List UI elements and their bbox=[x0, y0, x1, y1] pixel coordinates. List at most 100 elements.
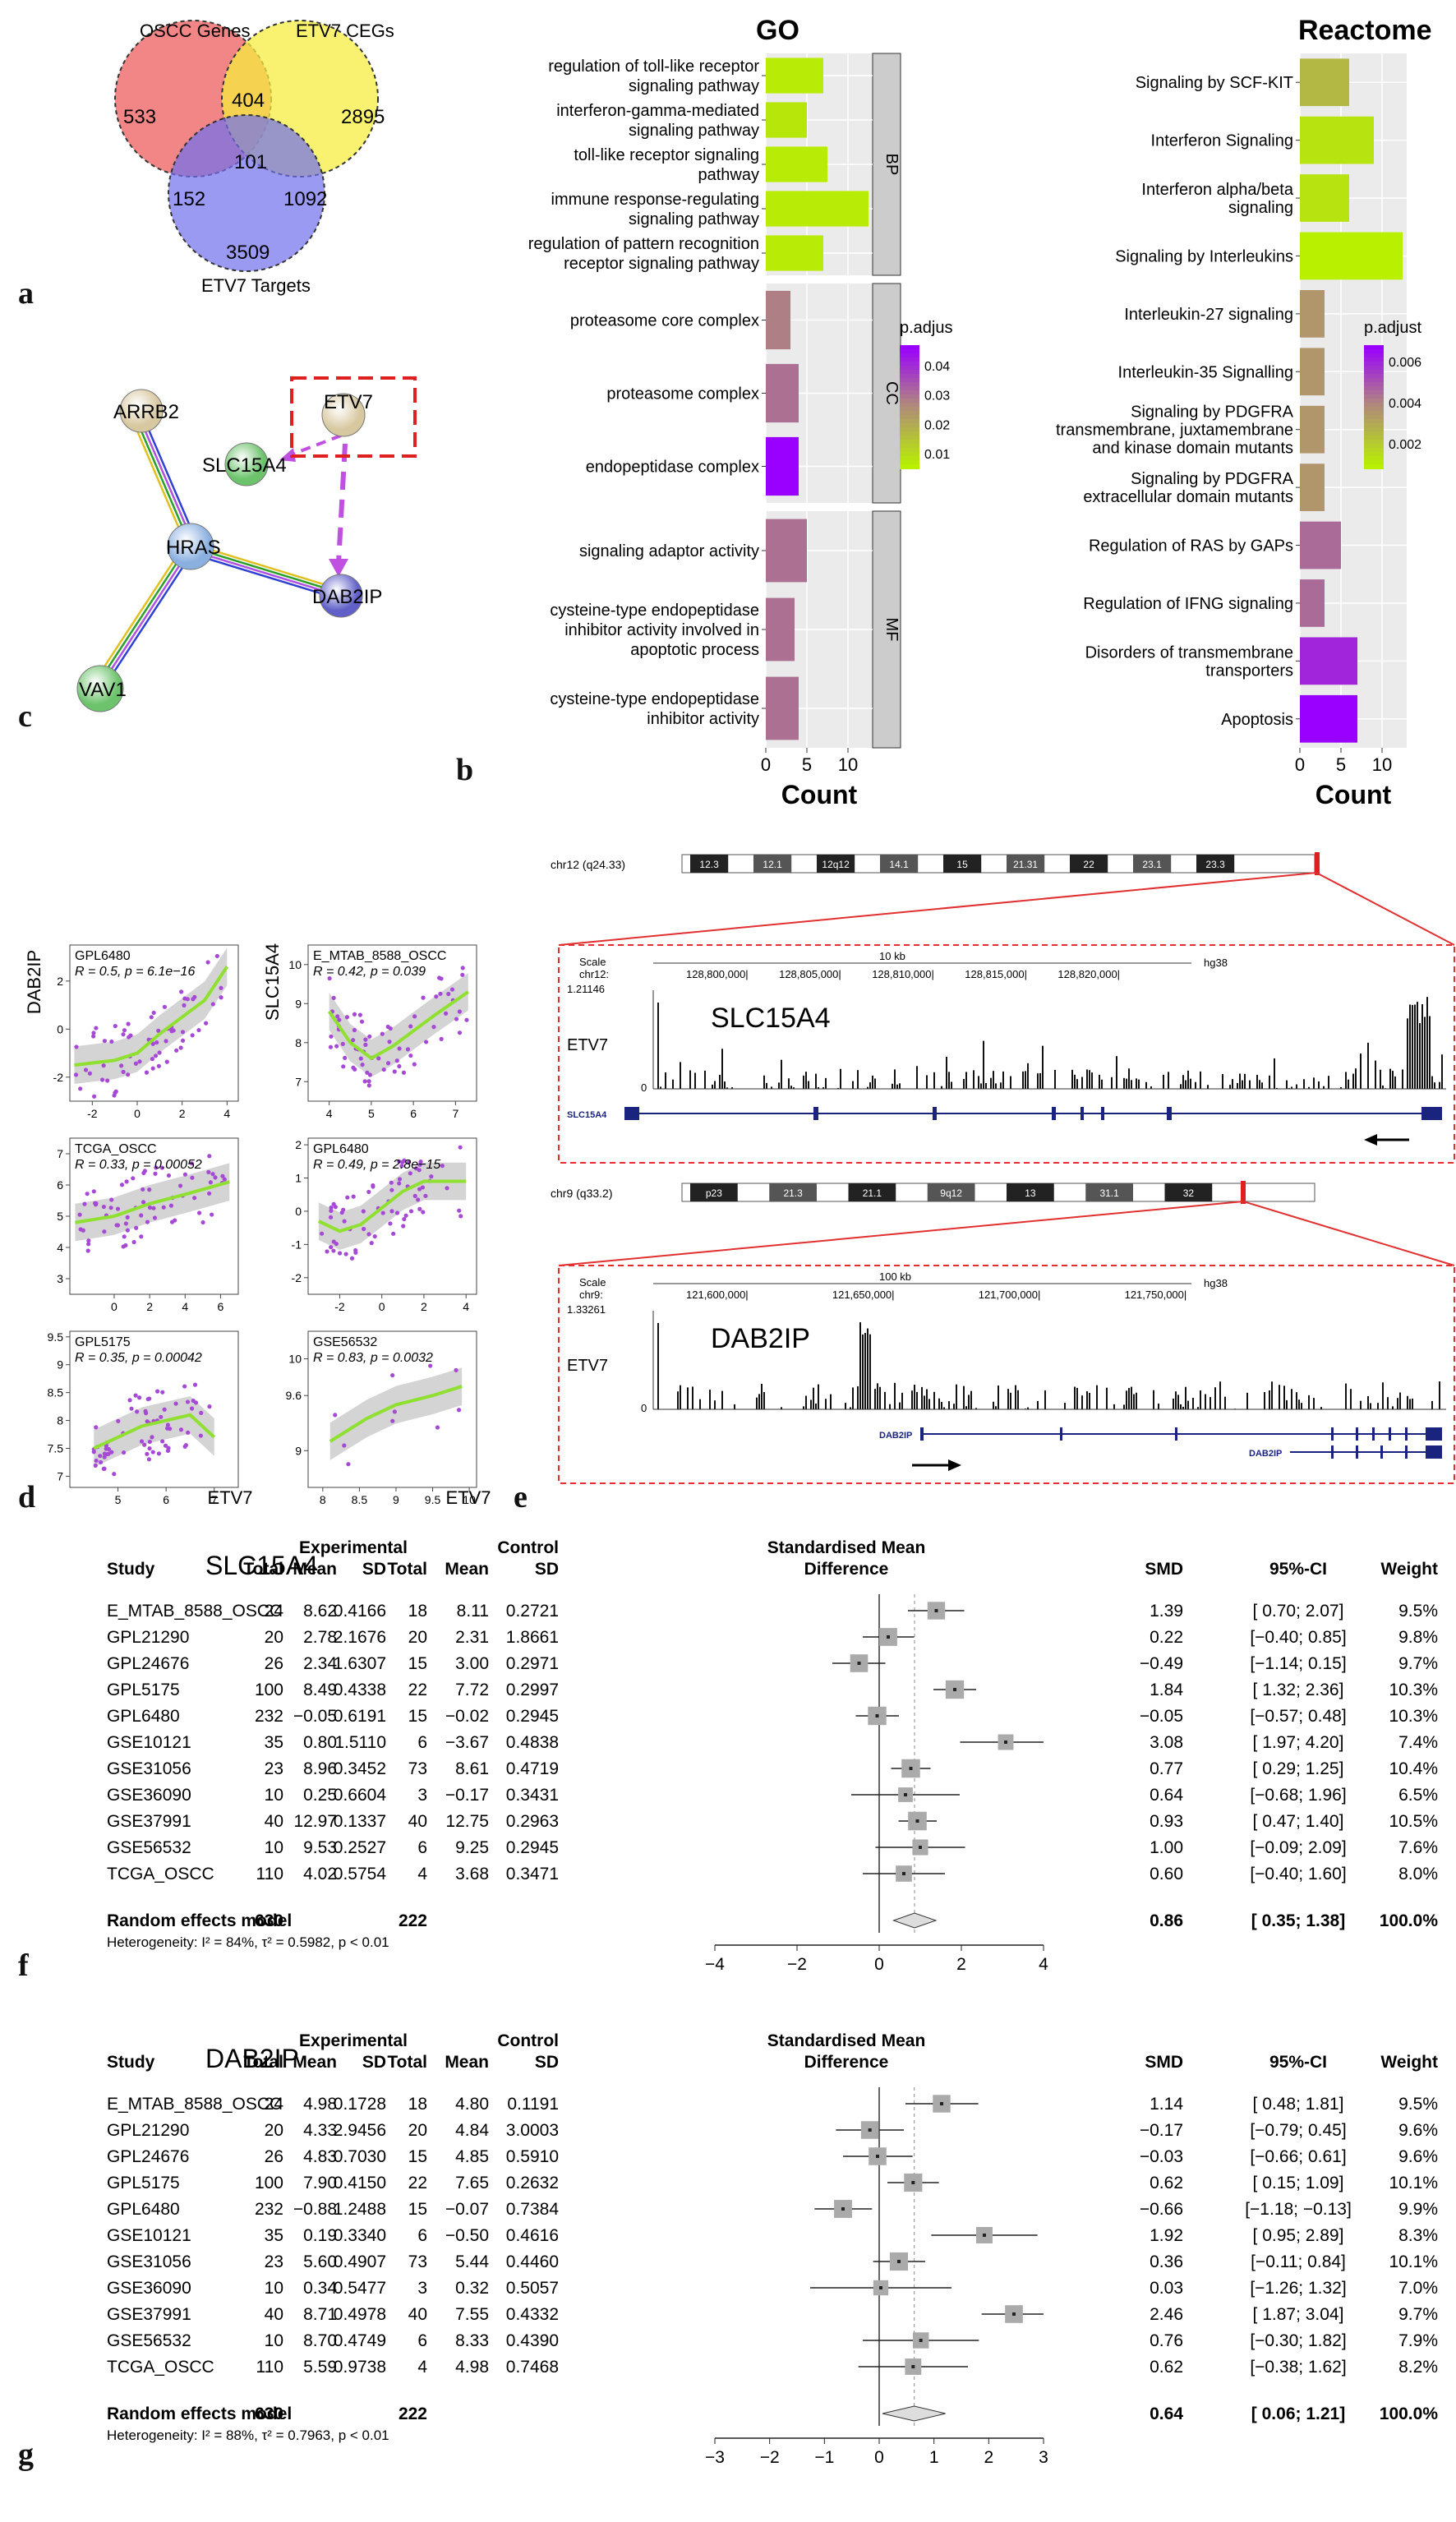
scatter-point bbox=[131, 1239, 136, 1245]
scatter-point bbox=[394, 1210, 400, 1215]
slc15a4-forest-row-tc: 6 bbox=[417, 1838, 427, 1857]
scatter-ytick-label: 8 bbox=[295, 1036, 302, 1049]
re-category-label: Disorders of transmembrane bbox=[1085, 643, 1293, 662]
dab2ip-exon-2 bbox=[1405, 1445, 1408, 1459]
dab2ip-coverage-bar bbox=[1399, 1392, 1401, 1409]
go-legend-swatch bbox=[900, 370, 919, 375]
dab2ip-forest-row-tc: 73 bbox=[408, 2252, 427, 2271]
re-legend-swatch bbox=[1364, 431, 1384, 436]
re-bar bbox=[1300, 637, 1357, 685]
dab2ip-chr-label: chr9: bbox=[579, 1289, 603, 1301]
slc15a4-forest-row-sdc: 1.8661 bbox=[506, 1628, 559, 1647]
dab2ip-coverage-bar bbox=[1269, 1390, 1270, 1409]
scatter-point bbox=[121, 1069, 126, 1074]
slc15a4-coverage-bar bbox=[1232, 1079, 1233, 1089]
re-bar bbox=[1300, 579, 1325, 627]
dab2ip-forest-hdr-sde: SD bbox=[362, 2053, 386, 2072]
dab2ip-coverage-bar bbox=[1214, 1387, 1216, 1409]
slc15a4-coverage-bar bbox=[1375, 1060, 1376, 1089]
re-category-label: and kinase domain mutants bbox=[1092, 440, 1293, 458]
dab2ip-forest-row-sde: 0.3340 bbox=[334, 2226, 386, 2245]
dab2ip-coverage-bar bbox=[1246, 1392, 1248, 1409]
slc15a4-coverage-bar bbox=[1101, 1079, 1103, 1089]
scatter-point bbox=[137, 1395, 142, 1400]
slc15a4-coverage-bar bbox=[1429, 1016, 1431, 1089]
dab2ip-coverage-bar bbox=[1313, 1398, 1315, 1409]
scatter-point bbox=[210, 1172, 215, 1177]
dab2ip-forest-row-tc: 15 bbox=[408, 2200, 427, 2219]
scatter-stats: R = 0.5, p = 6.1e−16 bbox=[75, 965, 195, 979]
dab2ip-forest-row-tc: 3 bbox=[417, 2279, 427, 2298]
slc15a4-forest-row-ci: [−0.09; 2.09] bbox=[1250, 1838, 1346, 1857]
scatter-point bbox=[435, 1425, 440, 1430]
re-legend-swatch bbox=[1364, 427, 1384, 432]
scatter-point bbox=[102, 1039, 107, 1044]
slc15a4-zoom-left bbox=[558, 872, 1317, 946]
slc15a4-forest-row-study: GSE56532 bbox=[107, 1838, 191, 1857]
scatter-point bbox=[161, 1205, 166, 1210]
go-strip bbox=[872, 510, 901, 749]
dab2ip-forest-row-smd: 0.62 bbox=[1150, 2358, 1183, 2377]
slc15a4-coverage-bar bbox=[1239, 1073, 1241, 1089]
scatter-ytick-label: 5 bbox=[57, 1210, 63, 1223]
scatter-trend-line bbox=[327, 990, 469, 1061]
slc15a4-coverage-bar bbox=[1076, 1079, 1078, 1089]
slc15a4-forest-row-sdc: 0.3431 bbox=[506, 1786, 559, 1805]
dab2ip-coverage-bar bbox=[941, 1402, 942, 1409]
slc15a4-coverage-bar bbox=[1138, 1079, 1140, 1089]
slc15a4-coverage-bar bbox=[1136, 1078, 1137, 1089]
scatter-xtick-label: -2 bbox=[87, 1107, 98, 1120]
node-dab2ip bbox=[319, 574, 363, 618]
slc15a4-forest-row-smd: 0.77 bbox=[1150, 1759, 1183, 1778]
slc15a4-forest-row-smd: −0.49 bbox=[1140, 1654, 1183, 1673]
scatter-xtick-label: 0 bbox=[111, 1300, 117, 1313]
scatter-point bbox=[349, 1256, 355, 1261]
slc15a4-coverage-bar bbox=[793, 1087, 795, 1089]
dab2ip-forest-row-ci: [ 0.15; 1.09] bbox=[1253, 2174, 1344, 2192]
scatter-point bbox=[445, 1186, 449, 1191]
scatter-point bbox=[73, 1072, 79, 1077]
scatter-point bbox=[178, 1427, 184, 1432]
scatter-point bbox=[156, 1028, 161, 1033]
scatter-point bbox=[189, 1406, 195, 1411]
slc15a4-track-box bbox=[558, 944, 1455, 1164]
dab2ip-forest-row-ci: [−0.30; 1.82] bbox=[1250, 2331, 1346, 2350]
dab2ip-forest-row-te: 110 bbox=[256, 2358, 283, 2377]
slc15a4-forest-row-tc: 6 bbox=[417, 1733, 427, 1752]
panel-label-c: c bbox=[18, 699, 32, 734]
scatter-point bbox=[85, 1248, 90, 1253]
scatter-point bbox=[205, 960, 210, 965]
slc15a4-coverage-bar bbox=[763, 1075, 765, 1089]
slc15a4-forest-row-point bbox=[887, 1635, 890, 1639]
scatter-point bbox=[160, 1439, 165, 1444]
dab2ip-forest-row-smd: −0.03 bbox=[1140, 2147, 1183, 2166]
slc15a4-forest-hdr-sdc: SD bbox=[535, 1560, 559, 1579]
dab2ip-coverage-bar bbox=[1224, 1396, 1226, 1409]
dab2ip-forest-row-sde: 2.9456 bbox=[334, 2121, 386, 2140]
go-category-label: regulation of toll-like receptor bbox=[548, 58, 759, 76]
scatter-point bbox=[408, 1024, 413, 1029]
slc15a4-coverage-bar bbox=[1027, 1063, 1029, 1089]
slc15a4-forest-row-te: 10 bbox=[265, 1838, 283, 1857]
dab2ip-forest-row-me: 7.90 bbox=[303, 2174, 337, 2192]
dab2ip-forest-row-point bbox=[876, 2155, 879, 2158]
slc15a4-band-label: 23.3 bbox=[1205, 859, 1225, 870]
slc15a4-coverage-bar bbox=[1352, 1073, 1354, 1089]
dab2ip-coverage-bar bbox=[862, 1334, 864, 1409]
dab2ip-forest-hdr-me: Mean bbox=[293, 2053, 337, 2072]
scatter-point bbox=[454, 1367, 458, 1372]
dab2ip-coverage-bar bbox=[850, 1407, 851, 1409]
scatter-point bbox=[412, 1062, 417, 1067]
scatter-point bbox=[366, 1079, 371, 1084]
reactome-barplot: Reactome Signaling by SCF-KIT Interferon S… bbox=[1056, 15, 1432, 809]
slc15a4-forest-row-te: 26 bbox=[265, 1654, 283, 1673]
scatter-point bbox=[83, 1067, 89, 1072]
go-legend-swatch bbox=[900, 374, 919, 379]
scatter-point bbox=[123, 1221, 128, 1226]
dab2ip-gene-title: DAB2IP bbox=[711, 1323, 810, 1354]
venn-diagram: OSCC Genes ETV7 CEGs ETV7 Targets 533 28… bbox=[114, 20, 394, 296]
dab2ip-forest-row-smd: 2.46 bbox=[1150, 2305, 1183, 2324]
dab2ip-forest-row-point bbox=[911, 2365, 915, 2368]
slc15a4-scale-value: 10 kb bbox=[879, 950, 905, 962]
scatter-point bbox=[129, 1406, 134, 1411]
